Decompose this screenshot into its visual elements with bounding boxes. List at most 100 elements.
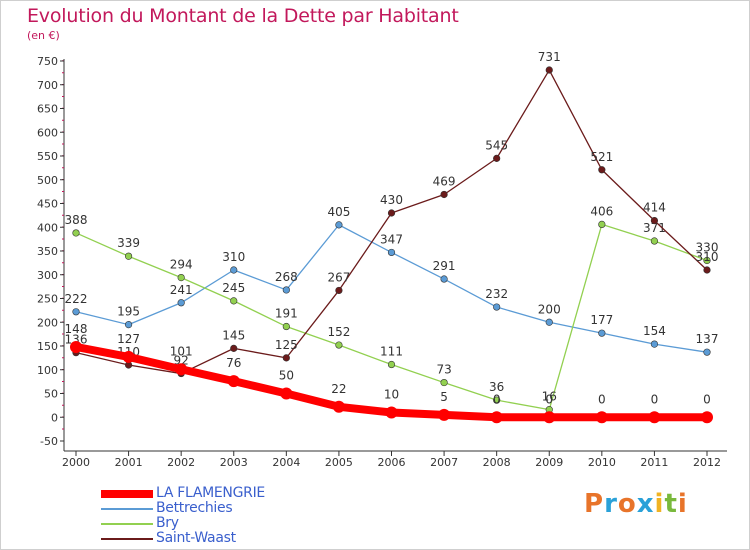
x-tick-label: 2000 xyxy=(62,456,90,469)
data-point xyxy=(701,411,713,424)
data-label: 310 xyxy=(222,250,245,264)
data-label: 5 xyxy=(440,390,448,404)
data-point xyxy=(493,154,501,162)
y-tick-label: 600 xyxy=(37,126,58,139)
data-label: 73 xyxy=(436,363,451,377)
data-label: 405 xyxy=(327,205,350,219)
data-label: 267 xyxy=(327,270,350,284)
data-point xyxy=(385,406,398,419)
x-tick-label: 2012 xyxy=(693,456,721,469)
data-point xyxy=(282,354,290,362)
y-tick-label: 650 xyxy=(37,103,58,116)
data-label: 339 xyxy=(117,236,140,250)
data-point xyxy=(545,318,553,326)
data-point xyxy=(650,217,659,225)
data-label: 137 xyxy=(696,332,719,346)
y-tick-label: 200 xyxy=(37,316,58,329)
y-tick-label: 150 xyxy=(37,340,58,353)
data-point xyxy=(387,360,396,369)
data-label: 241 xyxy=(170,283,193,297)
legend-label: Bry xyxy=(156,515,179,531)
proxiti-logo: Proxiti xyxy=(584,489,688,519)
data-point xyxy=(493,396,501,404)
data-point xyxy=(335,221,343,229)
x-tick-label: 2003 xyxy=(220,456,248,469)
data-point xyxy=(440,190,448,199)
data-label: 291 xyxy=(433,259,456,273)
data-label: 145 xyxy=(222,328,245,342)
data-label: 330 xyxy=(696,241,719,255)
data-point xyxy=(177,274,185,282)
data-label: 127 xyxy=(117,332,140,346)
chart-subtitle: (en €) xyxy=(27,29,60,42)
data-point xyxy=(440,378,448,387)
data-point xyxy=(650,237,659,245)
data-label: 177 xyxy=(590,313,613,327)
data-label: 22 xyxy=(331,382,346,396)
data-label: 10 xyxy=(384,388,399,402)
chart-title: Evolution du Montant de la Dette par Hab… xyxy=(27,5,459,27)
y-tick-label: 0 xyxy=(51,411,58,424)
data-label: 545 xyxy=(485,138,508,152)
legend-swatch xyxy=(101,490,153,498)
x-tick-label: 2011 xyxy=(640,456,668,469)
data-label: 414 xyxy=(643,201,666,215)
data-point xyxy=(177,299,185,307)
data-label: 111 xyxy=(380,345,403,359)
data-point xyxy=(595,411,608,424)
logo-letter: i xyxy=(654,489,665,519)
logo-letter: t xyxy=(664,489,678,519)
data-label: 136 xyxy=(65,333,88,347)
data-label: 222 xyxy=(65,292,88,306)
logo-letter: x xyxy=(636,489,655,519)
data-point xyxy=(335,286,343,295)
data-label: 0 xyxy=(651,392,659,406)
data-label: 36 xyxy=(489,380,504,394)
data-label: 294 xyxy=(170,258,193,272)
logo-letter: r xyxy=(604,489,618,519)
data-label: 76 xyxy=(226,356,241,370)
data-label: 125 xyxy=(275,338,298,352)
y-tick-label: 300 xyxy=(37,269,58,282)
data-label: 0 xyxy=(493,392,501,406)
data-point xyxy=(543,411,556,424)
data-label: 731 xyxy=(538,50,561,64)
y-tick-label: 100 xyxy=(37,364,58,377)
data-label: 0 xyxy=(703,392,711,406)
data-label: 16 xyxy=(542,390,557,404)
legend-label: LA FLAMENGRIE xyxy=(156,485,265,501)
data-point xyxy=(598,166,606,174)
data-label: 347 xyxy=(380,232,403,246)
data-label: 0 xyxy=(598,392,606,406)
data-point xyxy=(545,66,553,74)
data-point xyxy=(703,348,711,356)
data-point xyxy=(230,344,238,352)
data-point xyxy=(703,266,711,274)
data-point xyxy=(650,340,659,348)
x-tick-label: 2004 xyxy=(272,456,300,469)
data-point xyxy=(282,286,290,294)
data-point xyxy=(387,209,396,217)
data-point xyxy=(703,256,711,265)
legend-swatch xyxy=(101,508,153,510)
series-line-saint-waast xyxy=(75,69,708,375)
y-tick-label: 400 xyxy=(37,221,58,234)
data-label: 310 xyxy=(696,250,719,264)
x-tick-label: 2010 xyxy=(588,456,616,469)
logo-letter: P xyxy=(584,489,605,519)
data-point xyxy=(387,248,396,257)
data-point xyxy=(335,341,343,349)
logo-letter: i xyxy=(677,489,688,519)
y-tick-label: 550 xyxy=(37,150,58,163)
data-label: 268 xyxy=(275,270,298,284)
logo-letter: o xyxy=(617,489,637,519)
y-tick-label: 250 xyxy=(37,293,58,306)
data-label: 469 xyxy=(433,174,456,188)
data-point xyxy=(598,220,606,228)
data-label: 191 xyxy=(275,307,298,321)
y-tick-label: 500 xyxy=(37,174,58,187)
data-label: 0 xyxy=(545,392,553,406)
data-label: 371 xyxy=(643,221,666,235)
